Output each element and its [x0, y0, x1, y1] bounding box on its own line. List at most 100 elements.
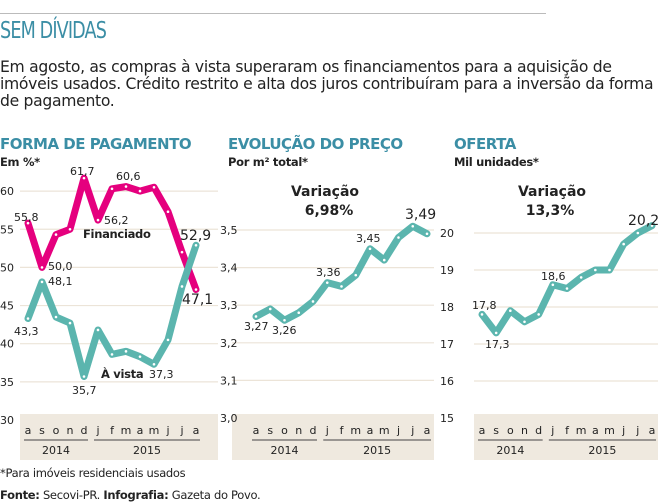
x-tick-label: m	[121, 424, 132, 437]
data-point	[40, 266, 44, 269]
data-point	[152, 185, 156, 189]
x-tick-label: a	[25, 424, 32, 437]
vista-label-4: 35,7	[72, 384, 97, 397]
x-tick-label: m	[350, 424, 361, 437]
chart1-unit: Em %*	[0, 155, 40, 169]
year-label: 2015	[588, 444, 616, 457]
x-tick-label: s	[39, 424, 45, 437]
x-tick-label: f	[110, 424, 115, 437]
data-point	[382, 258, 386, 262]
graphic-value: Gazeta do Povo.	[171, 488, 261, 502]
chart2-variation-value: 6,98%	[305, 203, 354, 219]
y-tick-label: 50	[0, 261, 14, 274]
x-tick-label: a	[424, 424, 431, 437]
data-point	[311, 300, 315, 303]
data-point	[26, 221, 30, 225]
data-point	[180, 250, 184, 254]
vista-label-1: 48,1	[48, 275, 73, 288]
graphic-label: Infografia:	[103, 488, 169, 502]
offer-label-1: 17,3	[485, 338, 510, 351]
x-tick-label: j	[165, 424, 169, 437]
offer-label-0: 17,8	[472, 299, 497, 312]
financiado-series-label: Financiado	[83, 227, 151, 241]
axis-band	[474, 414, 658, 460]
y-tick-label: 3,4	[220, 262, 238, 275]
data-point	[180, 285, 184, 288]
x-tick-label: a	[479, 424, 486, 437]
avista-series-label: À vista	[101, 366, 143, 381]
x-tick-label: a	[137, 424, 144, 437]
x-tick-label: d	[310, 424, 317, 437]
year-label: 2014	[496, 444, 524, 457]
y-tick-label: 55	[0, 223, 14, 236]
x-tick-label: f	[340, 424, 345, 437]
vista-label-0: 43,3	[14, 325, 39, 338]
data-point	[608, 268, 611, 272]
axis-band	[232, 414, 434, 460]
source-value: Secovi-PR.	[42, 488, 100, 502]
top-rule	[0, 13, 546, 14]
data-point	[96, 218, 100, 222]
data-point	[480, 313, 484, 316]
y-tick-label: 19	[440, 264, 454, 277]
data-point	[166, 338, 170, 342]
price-label-8: 3,45	[356, 232, 381, 245]
x-tick-label: n	[521, 424, 528, 437]
x-tick-label: j	[410, 424, 414, 437]
y-tick-label: 35	[0, 376, 14, 389]
data-point	[54, 315, 58, 319]
data-point	[26, 317, 30, 320]
data-point	[283, 318, 286, 322]
data-point	[397, 236, 400, 239]
fin-label-12: 47,1	[182, 292, 213, 308]
data-point	[565, 287, 569, 290]
x-tick-label: a	[592, 424, 599, 437]
data-point	[152, 363, 156, 366]
data-point	[579, 276, 583, 279]
x-tick-label: a	[253, 424, 260, 437]
chart2-variation-label: Variação	[291, 184, 359, 200]
fin-label-1: 50,0	[48, 260, 73, 273]
x-tick-label: m	[576, 424, 587, 437]
data-point	[594, 268, 597, 272]
data-point	[368, 247, 372, 251]
price-label-0: 3,27	[244, 320, 269, 333]
data-point	[268, 307, 272, 311]
data-point	[138, 189, 142, 193]
offer-label-5: 18,6	[541, 270, 566, 283]
y-tick-label: 18	[440, 301, 454, 314]
x-tick-label: o	[53, 424, 60, 437]
data-point	[96, 328, 100, 332]
data-point	[110, 353, 114, 356]
data-point	[509, 309, 512, 313]
x-tick-label: m	[379, 424, 390, 437]
data-point	[411, 224, 415, 228]
data-point	[622, 242, 625, 246]
x-tick-label: d	[535, 424, 542, 437]
series-line	[478, 222, 656, 337]
data-point	[82, 375, 86, 378]
data-point	[551, 283, 555, 287]
x-tick-label: j	[550, 424, 554, 437]
x-tick-label: m	[604, 424, 615, 437]
price-label-12: 3,49	[405, 207, 436, 223]
y-tick-label: 3,1	[220, 374, 238, 387]
x-tick-label: j	[621, 424, 625, 437]
data-point	[650, 224, 654, 227]
data-point	[340, 285, 343, 288]
x-tick-label: o	[281, 424, 288, 437]
data-point	[254, 315, 258, 318]
x-tick-label: j	[179, 424, 183, 437]
data-point	[82, 176, 86, 180]
data-point	[124, 350, 128, 353]
chart3-title: OFERTA	[454, 135, 517, 153]
data-point	[297, 311, 301, 315]
x-tick-label: a	[193, 424, 200, 437]
y-tick-label: 3,5	[220, 224, 238, 237]
data-point	[194, 288, 198, 291]
y-tick-label: 3,2	[220, 337, 238, 350]
year-label: 2015	[363, 444, 391, 457]
chart2-unit: Por m² total*	[228, 155, 308, 169]
